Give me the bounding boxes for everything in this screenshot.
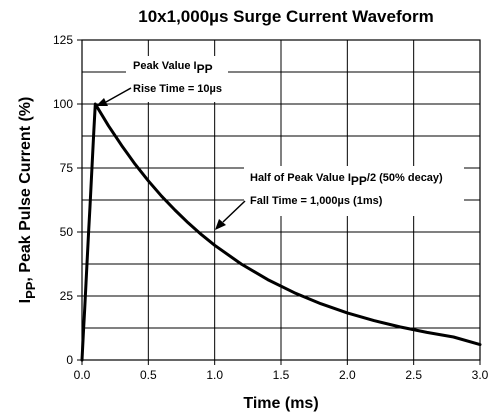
- annotation-peak-line2: Rise Time = 10µs: [133, 83, 222, 95]
- x-tick-label: 0.5: [140, 368, 157, 382]
- y-tick-label: 50: [60, 225, 74, 239]
- y-tick-label: 125: [53, 33, 73, 47]
- annotation-half-arrow: [222, 200, 246, 223]
- plot-frame: [81, 39, 481, 361]
- x-tick-label: 2.5: [405, 368, 422, 382]
- y-tick-label: 100: [53, 97, 73, 111]
- annotation-half-line1: Half of Peak Value IPP/2 (50% decay): [250, 172, 443, 188]
- annotation-peak-arrow: [105, 87, 132, 103]
- y-axis-label: IPP, Peak Pulse Current (%): [17, 97, 38, 304]
- annotation-half-background: [244, 166, 464, 216]
- x-tick-label: 3.0: [472, 368, 489, 382]
- x-tick-label: 2.0: [339, 368, 356, 382]
- x-tick-label: 1.0: [206, 368, 223, 382]
- annotation-half-arrowhead: [215, 219, 226, 230]
- annotation-peak-line1: Peak Value IPP: [133, 60, 213, 76]
- x-tick-label: 1.5: [273, 368, 290, 382]
- series-line: [80, 102, 482, 362]
- annotation-peak: Peak Value IPP Rise Time = 10µs: [96, 56, 228, 106]
- chart-title: 10x1,000µs Surge Current Waveform: [138, 7, 433, 26]
- y-tick-label: 25: [60, 289, 74, 303]
- x-axis-label: Time (ms): [243, 395, 318, 412]
- y-tick-label: 75: [60, 161, 74, 175]
- x-tick-labels: 0.0 0.5 1.0 1.5 2.0 2.5 3.0: [74, 360, 489, 382]
- annotation-peak-arrowhead: [96, 98, 108, 106]
- x-tick-label: 0.0: [74, 368, 91, 382]
- y-tick-label: 0: [66, 353, 73, 367]
- annotation-half-line2: Fall Time = 1,000µs (1ms): [250, 195, 383, 207]
- annotation-half: Half of Peak Value IPP/2 (50% decay) Fal…: [215, 166, 464, 230]
- y-tick-labels: 0 25 50 75 100 125: [53, 33, 82, 367]
- annotation-peak-background: [126, 56, 228, 102]
